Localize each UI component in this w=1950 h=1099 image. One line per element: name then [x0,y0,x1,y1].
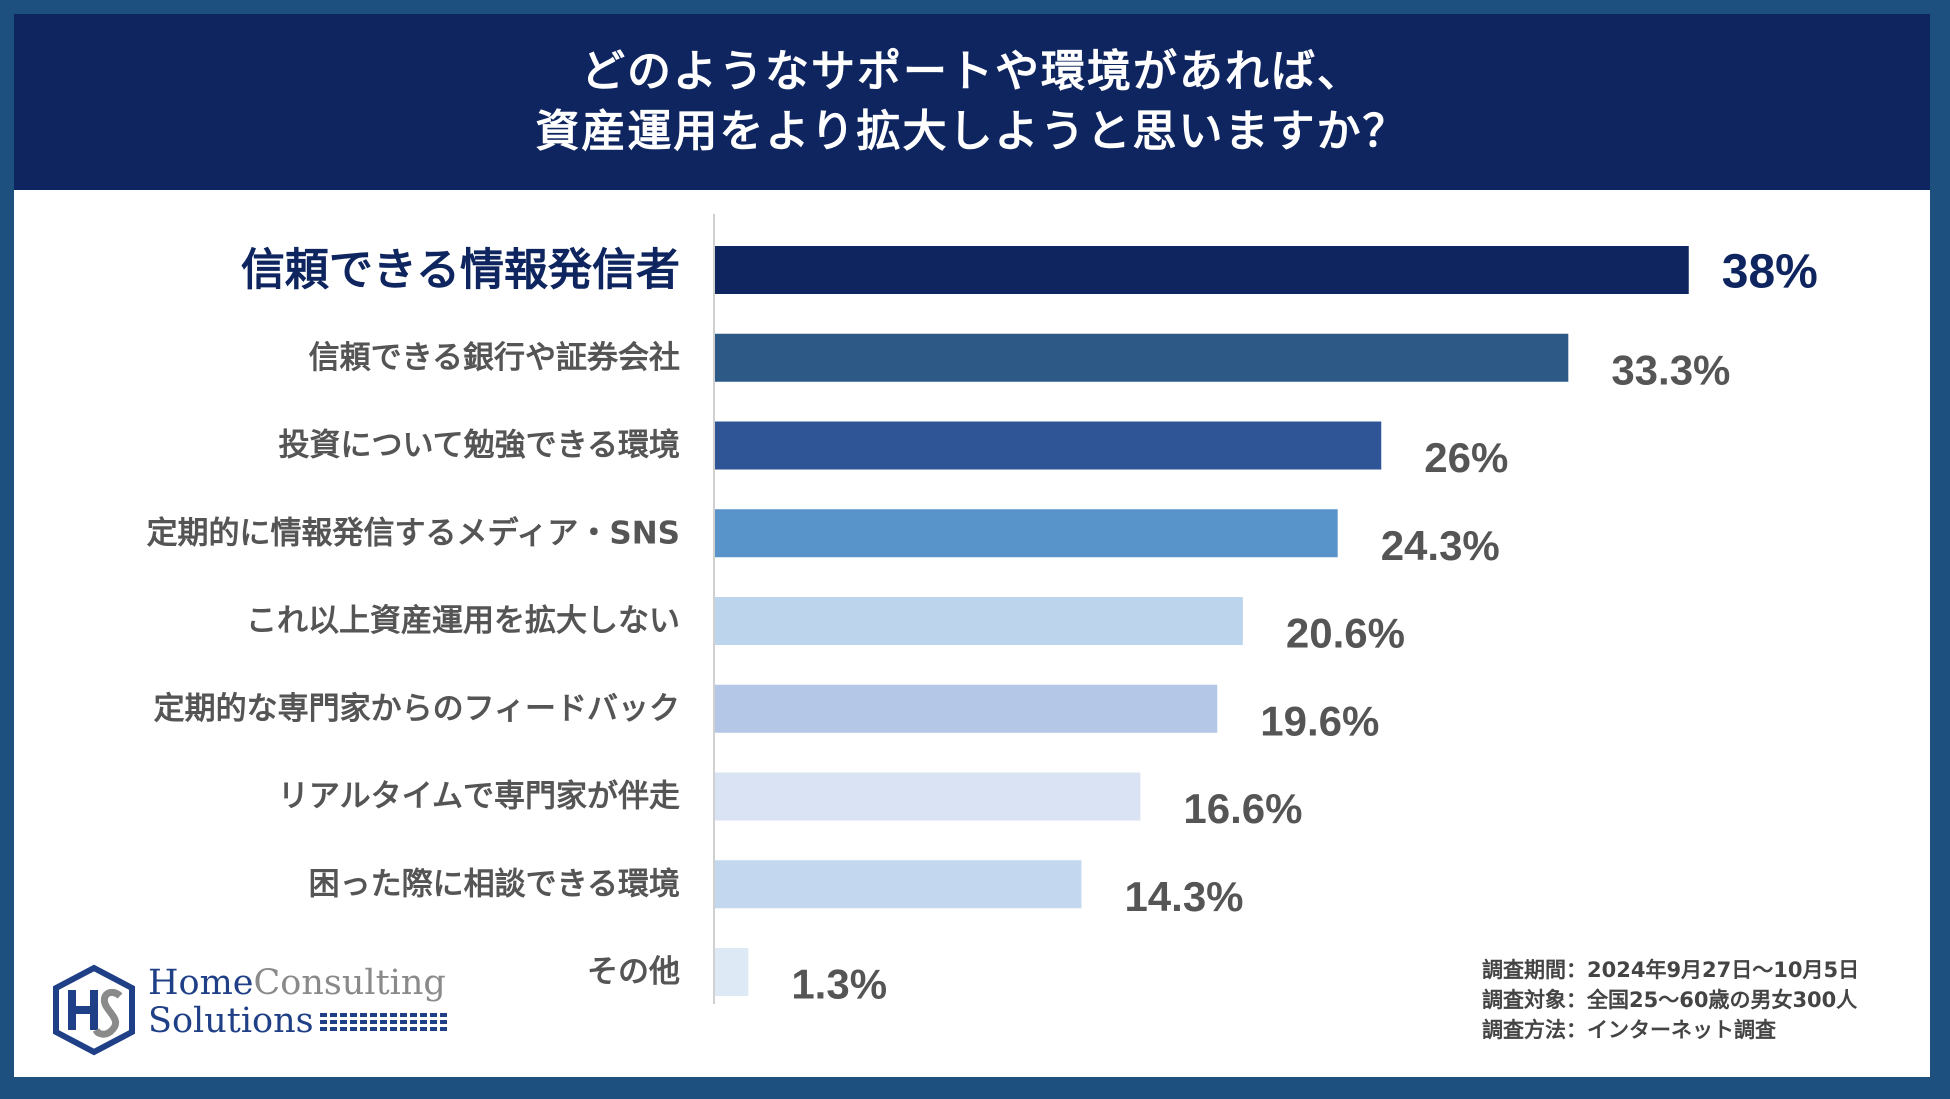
value-label: 24.3% [1381,522,1500,569]
title-line-1: どのようなサポートや環境があれば、 [581,46,1363,97]
category-label: 定期的な専門家からのフィードバック [154,691,680,727]
value-label: 14.3% [1124,873,1243,920]
logo-wordmark: Home Consulting Solutions [148,964,450,1040]
bar [715,860,1082,909]
value-label: 38% [1722,246,1818,299]
bar [715,948,749,996]
category-label: その他 [587,954,680,990]
bar [715,246,1689,294]
infographic-frame: どのようなサポートや環境があれば、 資産運用をより拡大しようと思いますか？ 信頼… [14,14,1930,1077]
bar [715,684,1218,733]
value-label: 20.6% [1286,610,1405,657]
bar [715,333,1569,382]
survey-notes: 調査期間：2024年9月27日～10月5日 調査対象：全国25～60歳の男女30… [1482,955,1859,1045]
bar-chart: 信頼できる情報発信者 38% 信頼できる銀行や証券会社 33.3% 投資について勉強でき… [147,214,1818,1008]
logo-consulting: Consulting [253,963,446,1003]
value-label: 19.6% [1260,697,1379,744]
value-label: 1.3% [791,961,887,1008]
category-label: 信頼できる銀行や証券会社 [309,340,680,376]
bar [715,772,1141,821]
logo-solutions: Solutions [148,1001,314,1041]
value-label: 33.3% [1611,346,1730,393]
logo-home: Home [148,963,254,1003]
bar [715,509,1338,558]
value-label: 16.6% [1183,785,1302,832]
category-label: リアルタイムで専門家が伴走 [278,779,680,815]
survey-period: 調査期間：2024年9月27日～10月5日 [1482,958,1860,982]
bar [715,421,1382,470]
category-label: 定期的に情報発信するメディア・SNS [147,515,680,551]
value-label: 26% [1424,434,1508,481]
category-label: これ以上資産運用を拡大しない [246,603,680,639]
category-label: 困った際に相談できる環境 [309,866,680,902]
bar [715,597,1243,645]
title-banner: どのようなサポートや環境があれば、 資産運用をより拡大しようと思いますか？ [14,14,1930,190]
company-logo: Home Consulting Solutions [48,964,478,1064]
category-label: 投資について勉強できる環境 [279,428,680,464]
title-line-2: 資産運用をより拡大しようと思いますか？ [535,106,1409,157]
category-label: 信頼できる情報発信者 [241,245,680,296]
survey-target: 調査対象：全国25～60歳の男女300人 [1482,988,1858,1012]
hs-monogram-icon [53,964,135,1056]
survey-method: 調査方法：インターネット調査 [1482,1018,1776,1042]
logo-dot-pattern [319,1011,450,1031]
